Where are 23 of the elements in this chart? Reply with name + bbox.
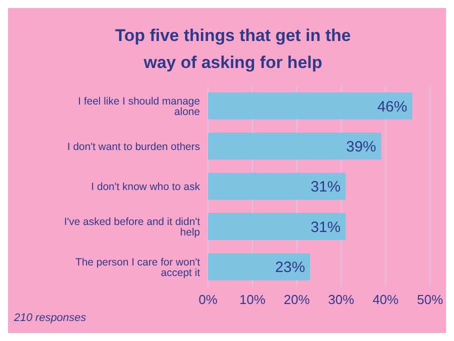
data-label: 46% bbox=[377, 98, 408, 116]
x-tick-label: 10% bbox=[239, 292, 266, 308]
data-label: 23% bbox=[275, 259, 306, 276]
bar bbox=[208, 132, 382, 160]
y-tick-label: I feel like I should manage alone bbox=[78, 96, 200, 118]
x-tick-label: 40% bbox=[372, 292, 400, 308]
x-tick-label: 50% bbox=[416, 292, 444, 308]
bar bbox=[208, 92, 412, 120]
bar bbox=[208, 213, 346, 240]
y-tick-label: I've asked before and it didn't help bbox=[64, 216, 200, 239]
data-label: 39% bbox=[346, 138, 376, 156]
y-tick-label: The person I care for won't accept it bbox=[75, 256, 200, 279]
x-tick-label: 20% bbox=[284, 292, 310, 308]
bar bbox=[208, 253, 310, 280]
y-tick-label: I don't want to burden others bbox=[67, 141, 200, 154]
chart-title: Top five things that get in the way of asking for help bbox=[114, 25, 352, 74]
x-tick-label: 30% bbox=[328, 292, 355, 308]
bar bbox=[208, 172, 346, 200]
data-label: 31% bbox=[310, 218, 341, 236]
x-tick-label: 0% bbox=[198, 292, 218, 308]
data-label: 31% bbox=[310, 178, 341, 196]
y-tick-label: I don't know who to ask bbox=[91, 181, 201, 194]
text: 210 responses bbox=[14, 312, 86, 324]
